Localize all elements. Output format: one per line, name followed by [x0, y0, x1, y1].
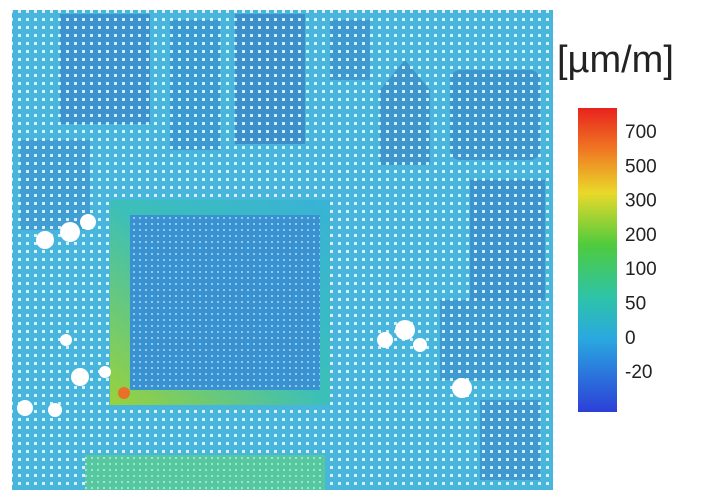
colorbar-tick-label: 700	[625, 122, 657, 143]
colorbar-gradient	[578, 108, 617, 412]
strain-map	[12, 10, 553, 490]
colorbar-tick-label: 500	[625, 156, 657, 177]
colorbar-tick-label: 300	[625, 191, 657, 212]
colorbar-tick-label: 50	[625, 294, 646, 315]
colorbar-tick-label: 100	[625, 259, 657, 280]
colorbar-unit: [µm/m]	[557, 39, 674, 81]
colorbar-tick-label: 0	[625, 328, 636, 349]
colorbar-tick-label: -20	[625, 362, 652, 383]
colorbar-tick-label: 200	[625, 225, 657, 246]
